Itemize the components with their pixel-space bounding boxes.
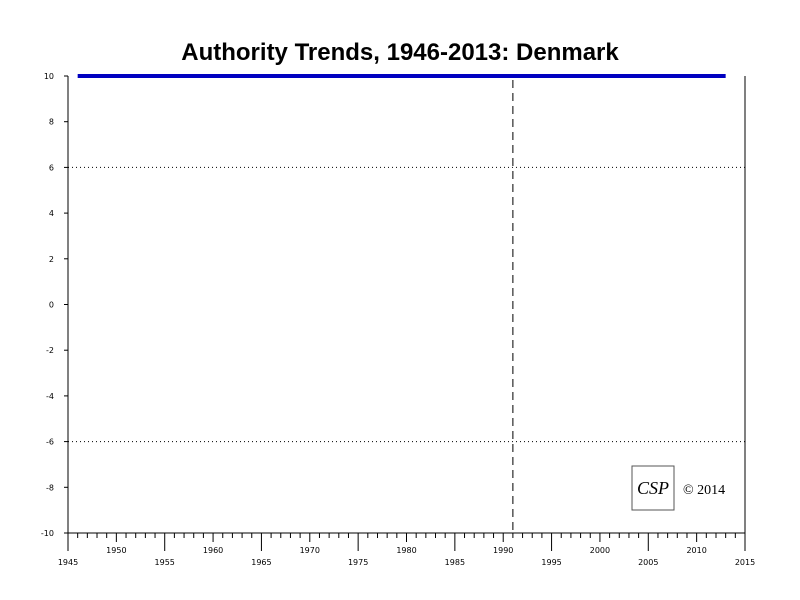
x-tick-label: 2010 (686, 546, 706, 555)
y-tick-label: -4 (46, 392, 54, 401)
x-tick-label: 1960 (203, 546, 223, 555)
chart-title: Authority Trends, 1946-2013: Denmark (181, 39, 619, 66)
csp-logo-text: CSP (637, 478, 669, 498)
x-tick-label: 1990 (493, 546, 513, 555)
x-tick-label: 1945 (58, 558, 78, 567)
y-tick-label: -10 (41, 529, 54, 538)
x-tick-label: 1955 (155, 558, 175, 567)
y-tick-label: 2 (49, 255, 54, 264)
x-tick-label: 2000 (590, 546, 610, 555)
y-tick-label: 6 (49, 163, 54, 172)
csp-logo (631, 465, 675, 511)
x-tick-label: 2005 (638, 558, 658, 567)
x-tick-label: 1995 (541, 558, 561, 567)
x-tick-label: 1950 (106, 546, 126, 555)
y-tick-label: -6 (46, 438, 54, 447)
x-tick-label: 1985 (445, 558, 465, 567)
y-tick-label: 8 (49, 118, 54, 127)
y-tick-label: -8 (46, 483, 54, 492)
plot-area: 10 8 6 4 2 0 -2 -4 -6 -8 -10 1945 1955 1965 1975 1985 19… (41, 72, 755, 567)
x-tick-label: 1965 (251, 558, 271, 567)
watermark: CSP © 2014 (631, 465, 725, 511)
x-tick-label: 1980 (396, 546, 416, 555)
x-tick-label: 2015 (735, 558, 755, 567)
y-tick-label: 4 (49, 209, 54, 218)
y-tick-label: -2 (46, 346, 54, 355)
copyright-text: © 2014 (683, 483, 725, 498)
y-tick-label: 0 (49, 301, 54, 310)
y-tick-label: 10 (44, 72, 54, 81)
x-tick-label: 1975 (348, 558, 368, 567)
x-tick-label: 1970 (300, 546, 320, 555)
